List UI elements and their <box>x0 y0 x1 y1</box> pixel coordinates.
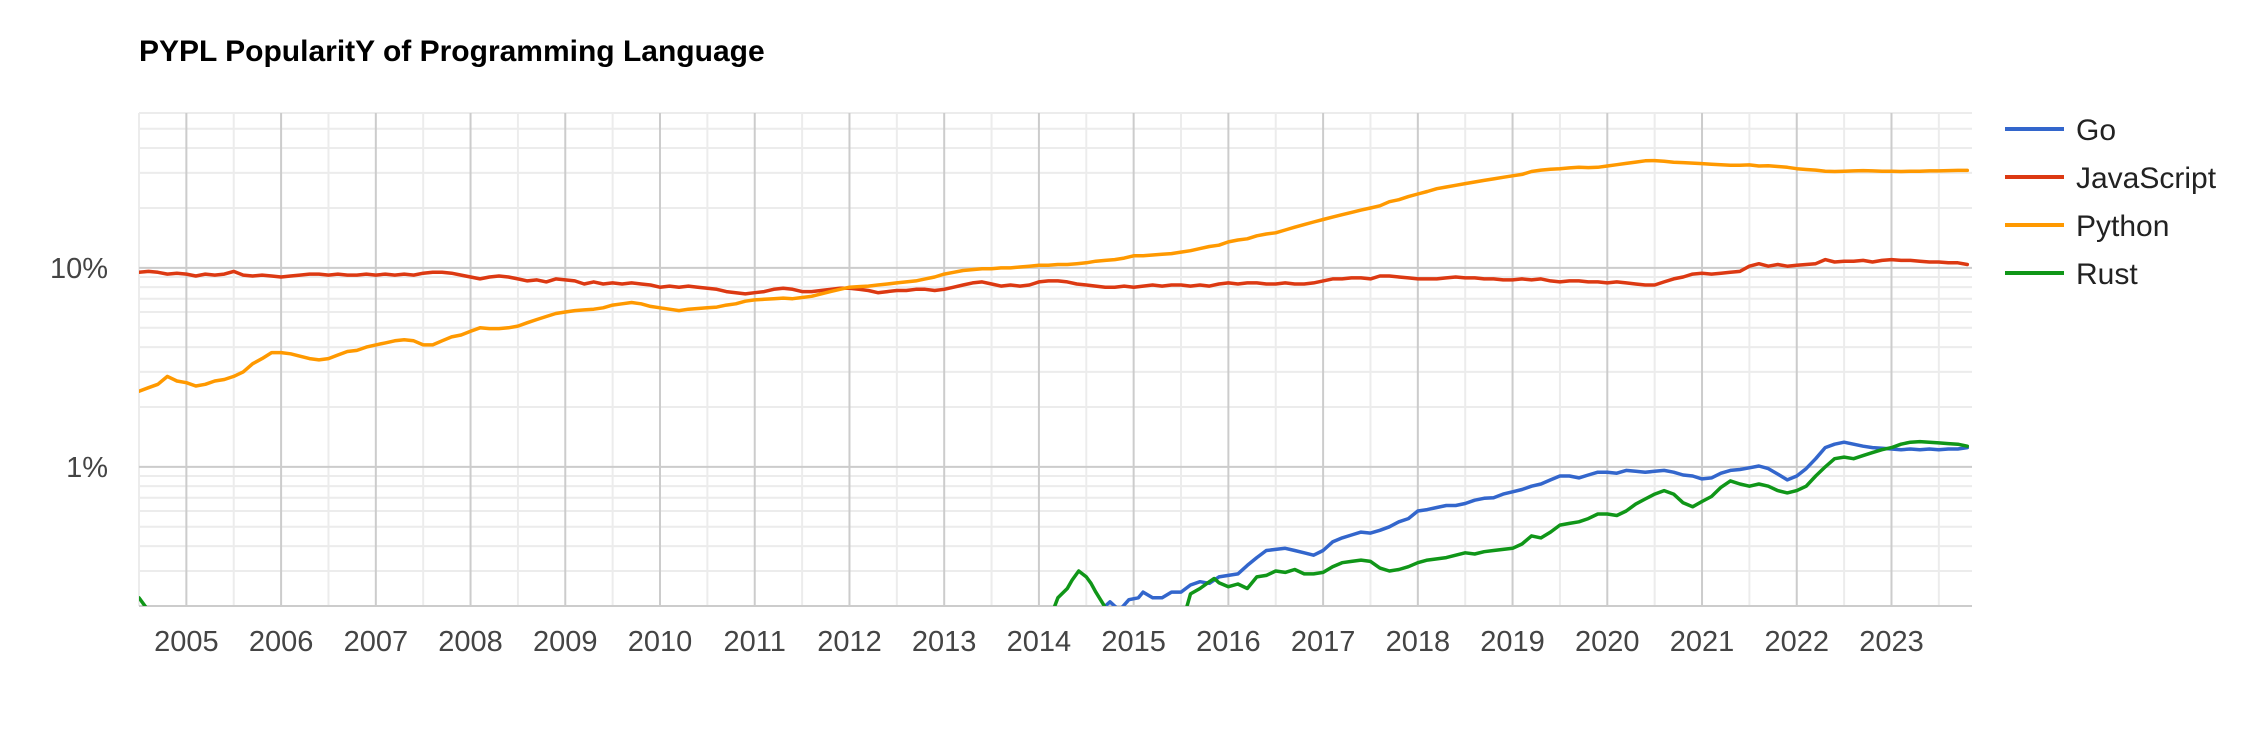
y-tick-label: 1% <box>66 452 108 484</box>
x-tick-label: 2023 <box>1859 626 1924 658</box>
series-line-go <box>1102 440 1970 606</box>
series-line-rust <box>139 596 148 606</box>
series-layer <box>139 158 1970 606</box>
legend-item-go[interactable]: Go <box>2005 114 2116 147</box>
axis-labels: 2005 2006 2007 2008 2009 2010 2011 2012 2013 2014… <box>50 253 1924 658</box>
chart-title: PYPL PopularitY of Programming Language <box>139 35 765 68</box>
x-tick-label: 2010 <box>628 626 693 658</box>
x-tick-label: 2021 <box>1670 626 1735 658</box>
plot-area <box>139 113 1972 606</box>
x-tick-label: 2005 <box>154 626 219 658</box>
x-tick-label: 2017 <box>1291 626 1356 658</box>
legend-item-rust[interactable]: Rust <box>2005 258 2138 291</box>
x-tick-label: 2009 <box>533 626 598 658</box>
x-tick-label: 2007 <box>344 626 409 658</box>
legend-label: JavaScript <box>2076 162 2217 195</box>
series-line-rust <box>1185 439 1970 606</box>
legend-item-python[interactable]: Python <box>2005 210 2169 243</box>
series-line-rust <box>1052 569 1107 606</box>
y-tick-label: 10% <box>50 253 108 285</box>
grid-layer <box>138 112 1972 607</box>
x-tick-label: 2014 <box>1007 626 1072 658</box>
x-tick-label: 2012 <box>817 626 882 658</box>
legend[interactable]: Go JavaScript Python Rust <box>2005 114 2217 291</box>
legend-label: Rust <box>2076 258 2138 291</box>
legend-label: Python <box>2076 210 2169 243</box>
x-tick-label: 2013 <box>912 626 977 658</box>
x-tick-label: 2006 <box>249 626 314 658</box>
x-tick-label: 2015 <box>1101 626 1166 658</box>
x-tick-label: 2019 <box>1480 626 1545 658</box>
x-tick-label: 2022 <box>1764 626 1829 658</box>
x-tick-label: 2008 <box>438 626 503 658</box>
x-tick-label: 2020 <box>1575 626 1640 658</box>
x-tick-label: 2011 <box>724 626 786 658</box>
x-tick-label: 2016 <box>1196 626 1261 658</box>
legend-label: Go <box>2076 114 2116 147</box>
x-tick-label: 2018 <box>1386 626 1451 658</box>
series-line-javascript <box>139 257 1970 296</box>
legend-item-javascript[interactable]: JavaScript <box>2005 162 2217 195</box>
series-line-python <box>139 158 1970 393</box>
